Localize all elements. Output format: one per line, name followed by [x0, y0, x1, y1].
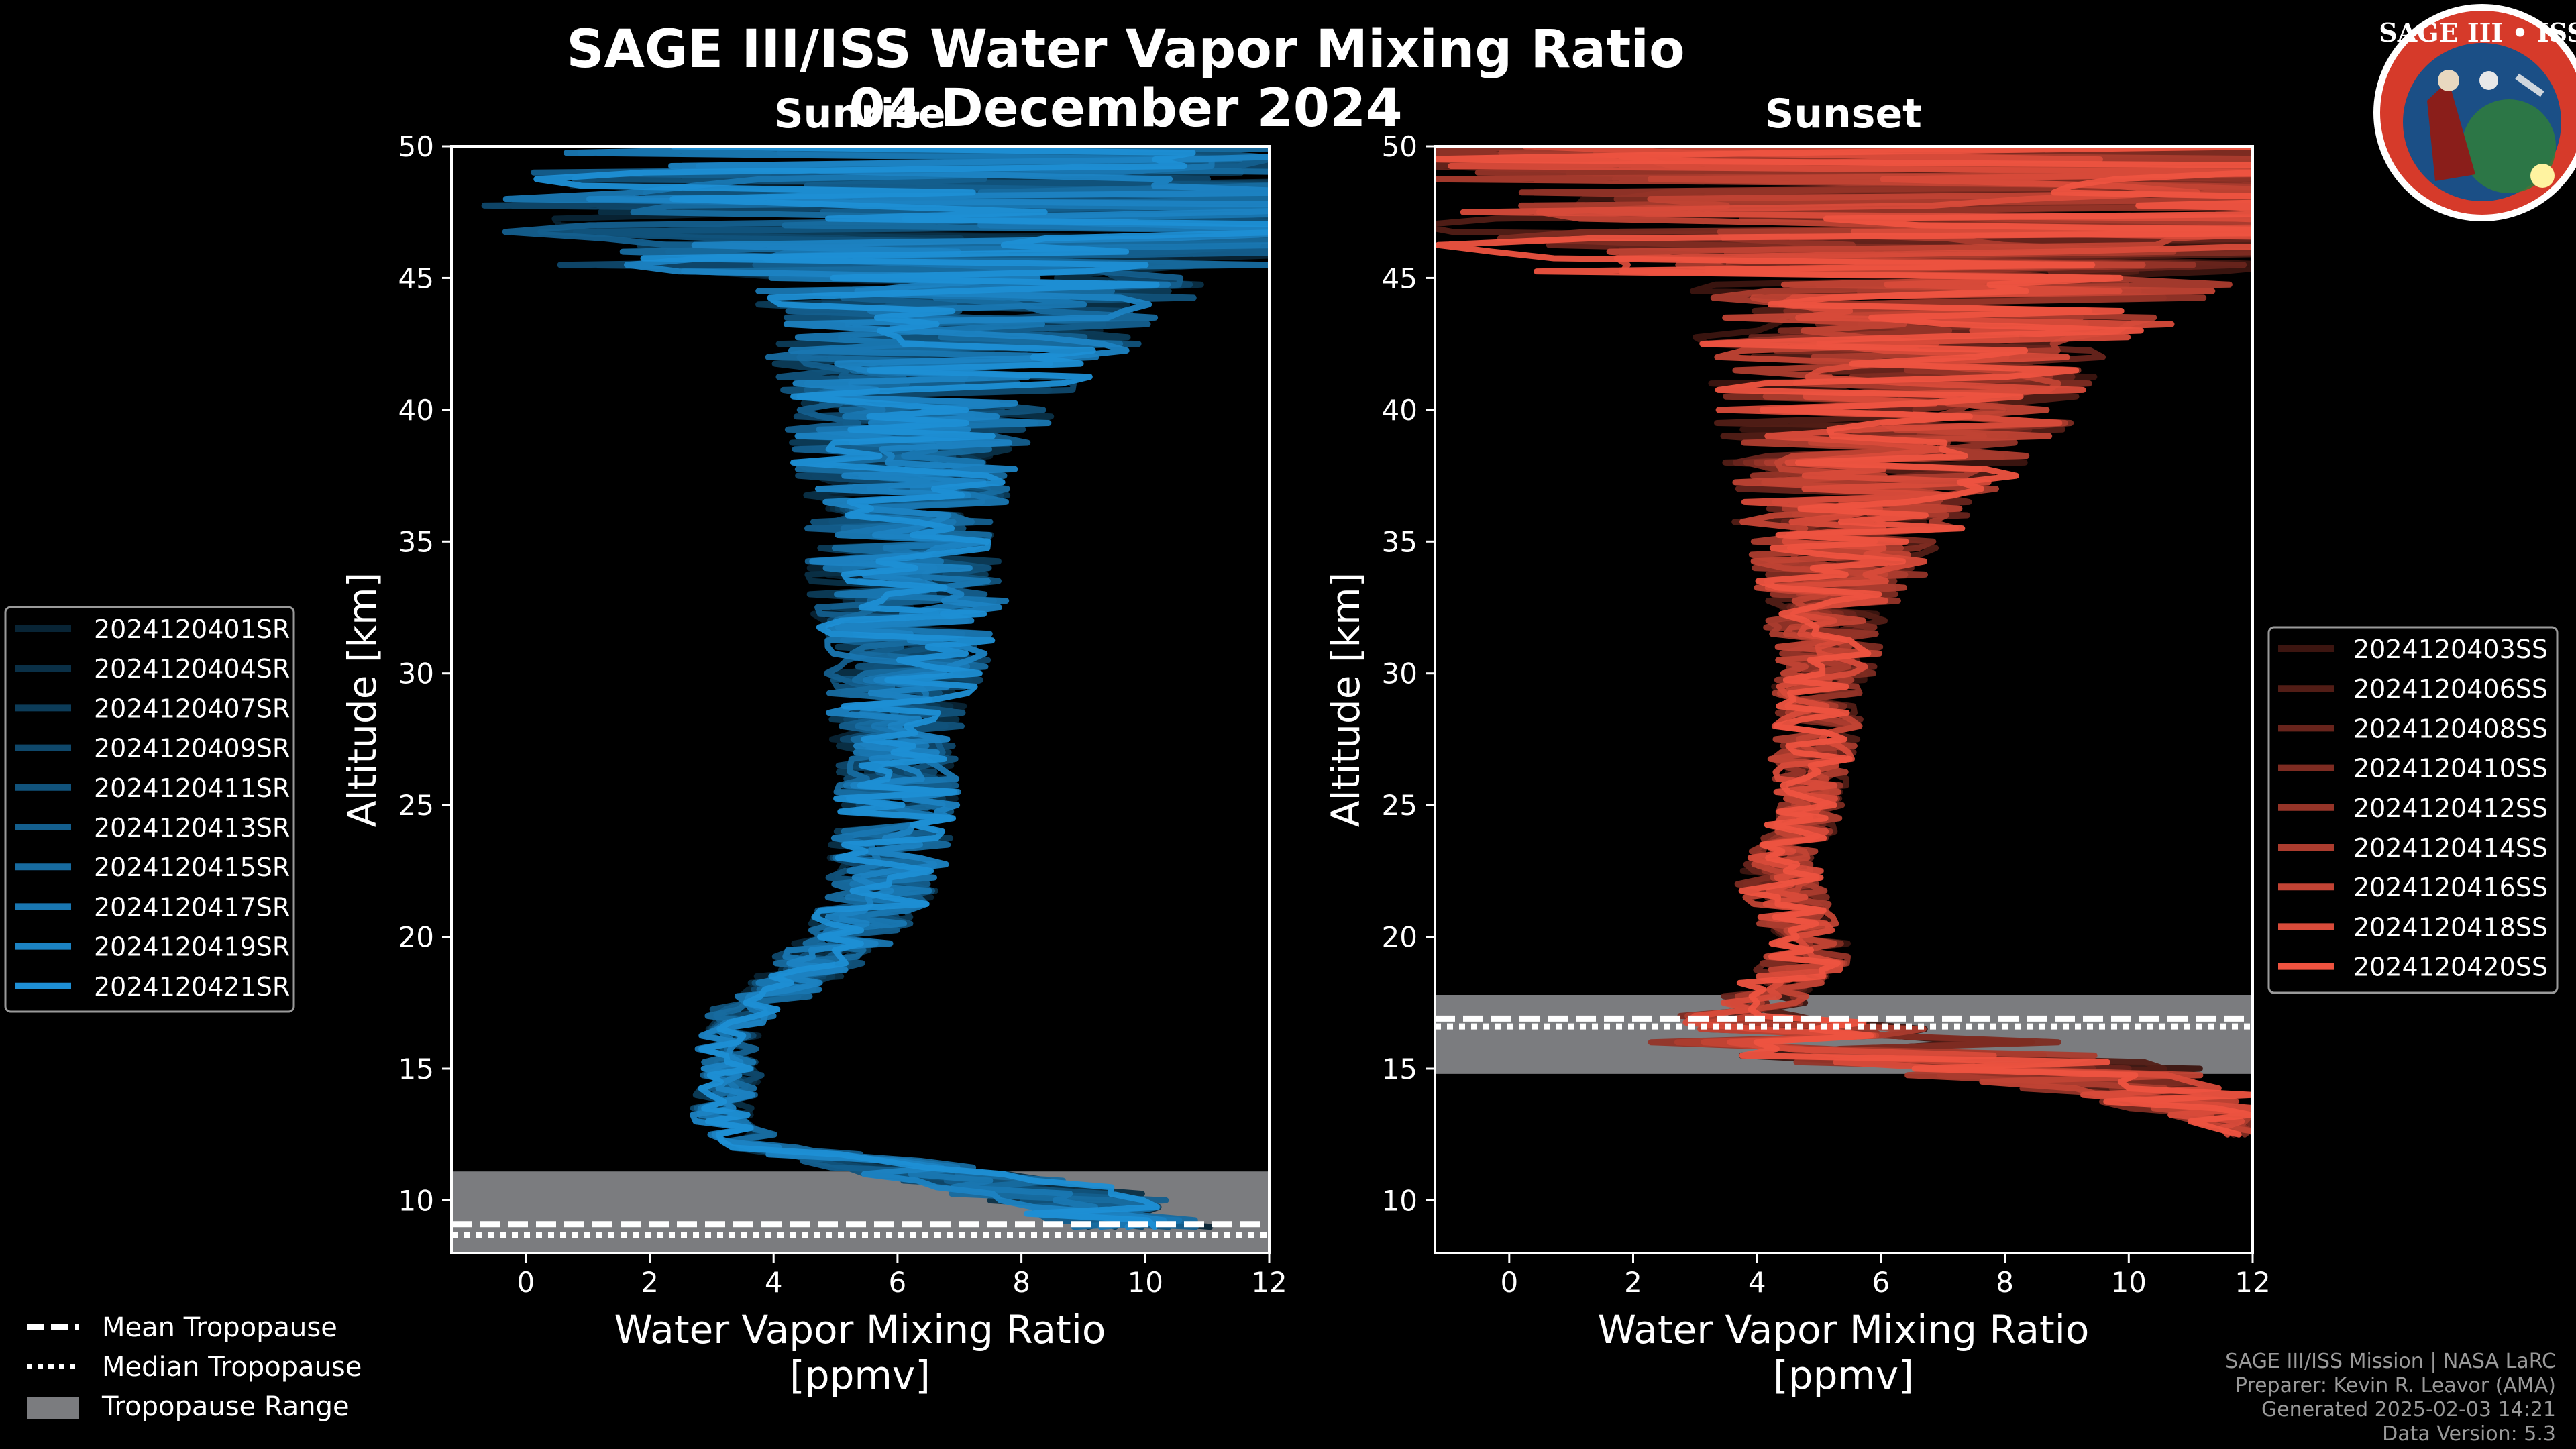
- legend-label-2024120410SS: 2024120410SS: [2353, 754, 2548, 784]
- legend-label-2024120420SS: 2024120420SS: [2353, 953, 2548, 982]
- sunrise-legend: 2024120401SR 2024120404SR 2024120407SR 2024…: [4, 606, 295, 1013]
- legend-label-2024120412SS: 2024120412SS: [2353, 794, 2548, 823]
- sunrise-chart: 0 2 4 6 8 10 12 10 15 20 25 30 35 40 45 50 Water Vapor …: [339, 130, 1287, 1398]
- sunrise-xtick-label: 12: [1251, 1266, 1287, 1299]
- badge-moon: [2479, 71, 2498, 90]
- sunrise-ytick-label: 40: [398, 394, 434, 427]
- sunrise-ytick-label: 35: [398, 525, 434, 558]
- sunrise-axes-frame: [450, 145, 1271, 1254]
- sunrise-ytick-label: 45: [398, 262, 434, 294]
- sunrise-ytick-label: 20: [398, 921, 434, 954]
- sunset-ytick-label: 40: [1382, 394, 1417, 427]
- sunset-ytick-label: 50: [1382, 130, 1417, 163]
- sunset-ytick-label: 10: [1382, 1184, 1417, 1217]
- legend-label-2024120414SS: 2024120414SS: [2353, 833, 2548, 863]
- footer-generated: Generated 2025-02-03 14:21: [2261, 1398, 2556, 1421]
- badge-figure-head: [2438, 70, 2459, 91]
- profile-2024120420SS: [1435, 146, 2253, 1138]
- sunrise-legend-box: [4, 606, 295, 1013]
- footer-credits: SAGE III/ISS Mission | NASA LaRC Prepare…: [2225, 1350, 2556, 1446]
- sunset-ytick-label: 25: [1382, 789, 1417, 822]
- legend-label-2024120404SR: 2024120404SR: [94, 654, 290, 684]
- legend-label-2024120407SR: 2024120407SR: [94, 694, 290, 723]
- legend-label-2024120417SR: 2024120417SR: [94, 892, 290, 922]
- badge-sun: [2530, 164, 2555, 188]
- sunset-axes-frame: [1434, 145, 2254, 1254]
- sunset-xtick-label: 6: [1872, 1266, 1890, 1299]
- sunset-ytick-label: 15: [1382, 1053, 1417, 1085]
- sunrise-subtitle: Sunrise: [774, 91, 945, 138]
- legend-label-2024120421SR: 2024120421SR: [94, 972, 290, 1002]
- sunset-xtick-label: 8: [1996, 1266, 2014, 1299]
- tropopause-range-label: Tropopause Range: [101, 1391, 350, 1422]
- figure-date: 04 December 2024: [849, 78, 1402, 139]
- legend-label-2024120419SR: 2024120419SR: [94, 932, 290, 962]
- sunset-xlabel-line2: [ppmv]: [1773, 1352, 1914, 1398]
- mission-badge: SAGE III • ISS: [2373, 4, 2576, 221]
- sunset-xtick-label: 4: [1748, 1266, 1766, 1299]
- sunrise-profiles: [451, 146, 1269, 1238]
- sunset-xlabel-line1: Water Vapor Mixing Ratio: [1598, 1307, 2090, 1352]
- sunset-ytick-label: 30: [1382, 657, 1417, 690]
- sunset-xtick-label: 0: [1500, 1266, 1518, 1299]
- sunset-xtick-label: 12: [2235, 1266, 2270, 1299]
- legend-label-2024120415SR: 2024120415SR: [94, 853, 290, 882]
- sunset-legend: 2024120403SS 2024120406SS 2024120408SS 2024…: [2267, 626, 2559, 994]
- sunrise-xtick-label: 2: [641, 1266, 659, 1299]
- sunset-legend-box: [2267, 626, 2559, 994]
- tropopause-range-swatch: [27, 1397, 79, 1419]
- legend-label-2024120416SS: 2024120416SS: [2353, 873, 2548, 902]
- sunset-chart: 0 2 4 6 8 10 12 10 15 20 25 30 35 40 45 50 Water Vapor …: [1323, 130, 2271, 1398]
- sunset-ylabel: Altitude [km]: [1323, 572, 1368, 827]
- sunrise-ytick-label: 30: [398, 657, 434, 690]
- badge-text: SAGE III • ISS: [2379, 17, 2576, 48]
- legend-label-2024120406SS: 2024120406SS: [2353, 674, 2548, 704]
- legend-label-2024120403SS: 2024120403SS: [2353, 635, 2548, 664]
- median-tropopause-label: Median Tropopause: [102, 1352, 362, 1383]
- profile-2024120421SR: [533, 146, 1269, 1230]
- sunrise-xlabel-line2: [ppmv]: [790, 1352, 930, 1398]
- sunrise-ytick-label: 10: [398, 1184, 434, 1217]
- legend-label-2024120411SR: 2024120411SR: [94, 773, 290, 803]
- sunrise-ytick-label: 25: [398, 789, 434, 822]
- legend-label-2024120409SR: 2024120409SR: [94, 734, 290, 763]
- sunrise-xtick-label: 8: [1012, 1266, 1030, 1299]
- legend-label-2024120418SS: 2024120418SS: [2353, 912, 2548, 942]
- sunset-subtitle: Sunset: [1765, 91, 1922, 138]
- sunrise-ticks: 0 2 4 6 8 10 12 10 15 20 25 30 35 40 45 50: [398, 130, 1287, 1299]
- sunrise-xtick-label: 0: [517, 1266, 535, 1299]
- sunset-ytick-label: 35: [1382, 525, 1417, 558]
- figure-title: SAGE III/ISS Water Vapor Mixing Ratio: [566, 19, 1684, 80]
- sunset-xtick-label: 2: [1624, 1266, 1642, 1299]
- sunset-ytick-label: 20: [1382, 921, 1417, 954]
- sunset-ticks: 0 2 4 6 8 10 12 10 15 20 25 30 35 40 45 50: [1382, 130, 2271, 1299]
- sunrise-ytick-label: 50: [398, 130, 434, 163]
- sunrise-xlabel-line1: Water Vapor Mixing Ratio: [614, 1307, 1106, 1352]
- mean-tropopause-label: Mean Tropopause: [102, 1312, 337, 1343]
- legend-label-2024120408SS: 2024120408SS: [2353, 714, 2548, 743]
- sunset-xtick-label: 10: [2111, 1266, 2147, 1299]
- badge-station: [2515, 73, 2544, 97]
- footer-version: Data Version: 5.3: [2382, 1422, 2556, 1446]
- sunset-ytick-label: 45: [1382, 262, 1417, 294]
- footer-mission: SAGE III/ISS Mission | NASA LaRC: [2225, 1350, 2556, 1373]
- sunrise-xtick-label: 4: [765, 1266, 783, 1299]
- legend-label-2024120401SR: 2024120401SR: [94, 614, 290, 644]
- sunrise-ylabel: Altitude [km]: [339, 572, 385, 827]
- sunset-profiles: [1435, 146, 2253, 1138]
- badge-figure: [2427, 80, 2475, 181]
- legend-label-2024120413SR: 2024120413SR: [94, 813, 290, 843]
- sunrise-ytick-label: 15: [398, 1053, 434, 1085]
- sunrise-xtick-label: 6: [889, 1266, 907, 1299]
- sunrise-xtick-label: 10: [1128, 1266, 1163, 1299]
- footer-preparer: Preparer: Kevin R. Leavor (AMA): [2235, 1374, 2556, 1397]
- tropopause-legend: Mean Tropopause Median Tropopause Tropop…: [27, 1312, 362, 1422]
